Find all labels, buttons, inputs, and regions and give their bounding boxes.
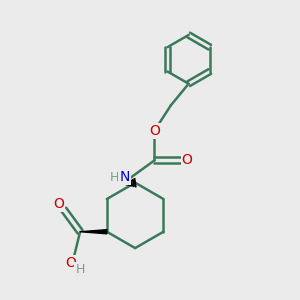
Text: H: H [75, 263, 85, 276]
Text: O: O [149, 124, 160, 138]
Text: N: N [119, 170, 130, 184]
Text: O: O [65, 256, 76, 270]
Text: H: H [110, 171, 119, 184]
Polygon shape [80, 230, 107, 234]
Text: O: O [53, 196, 64, 211]
Text: O: O [182, 153, 193, 167]
